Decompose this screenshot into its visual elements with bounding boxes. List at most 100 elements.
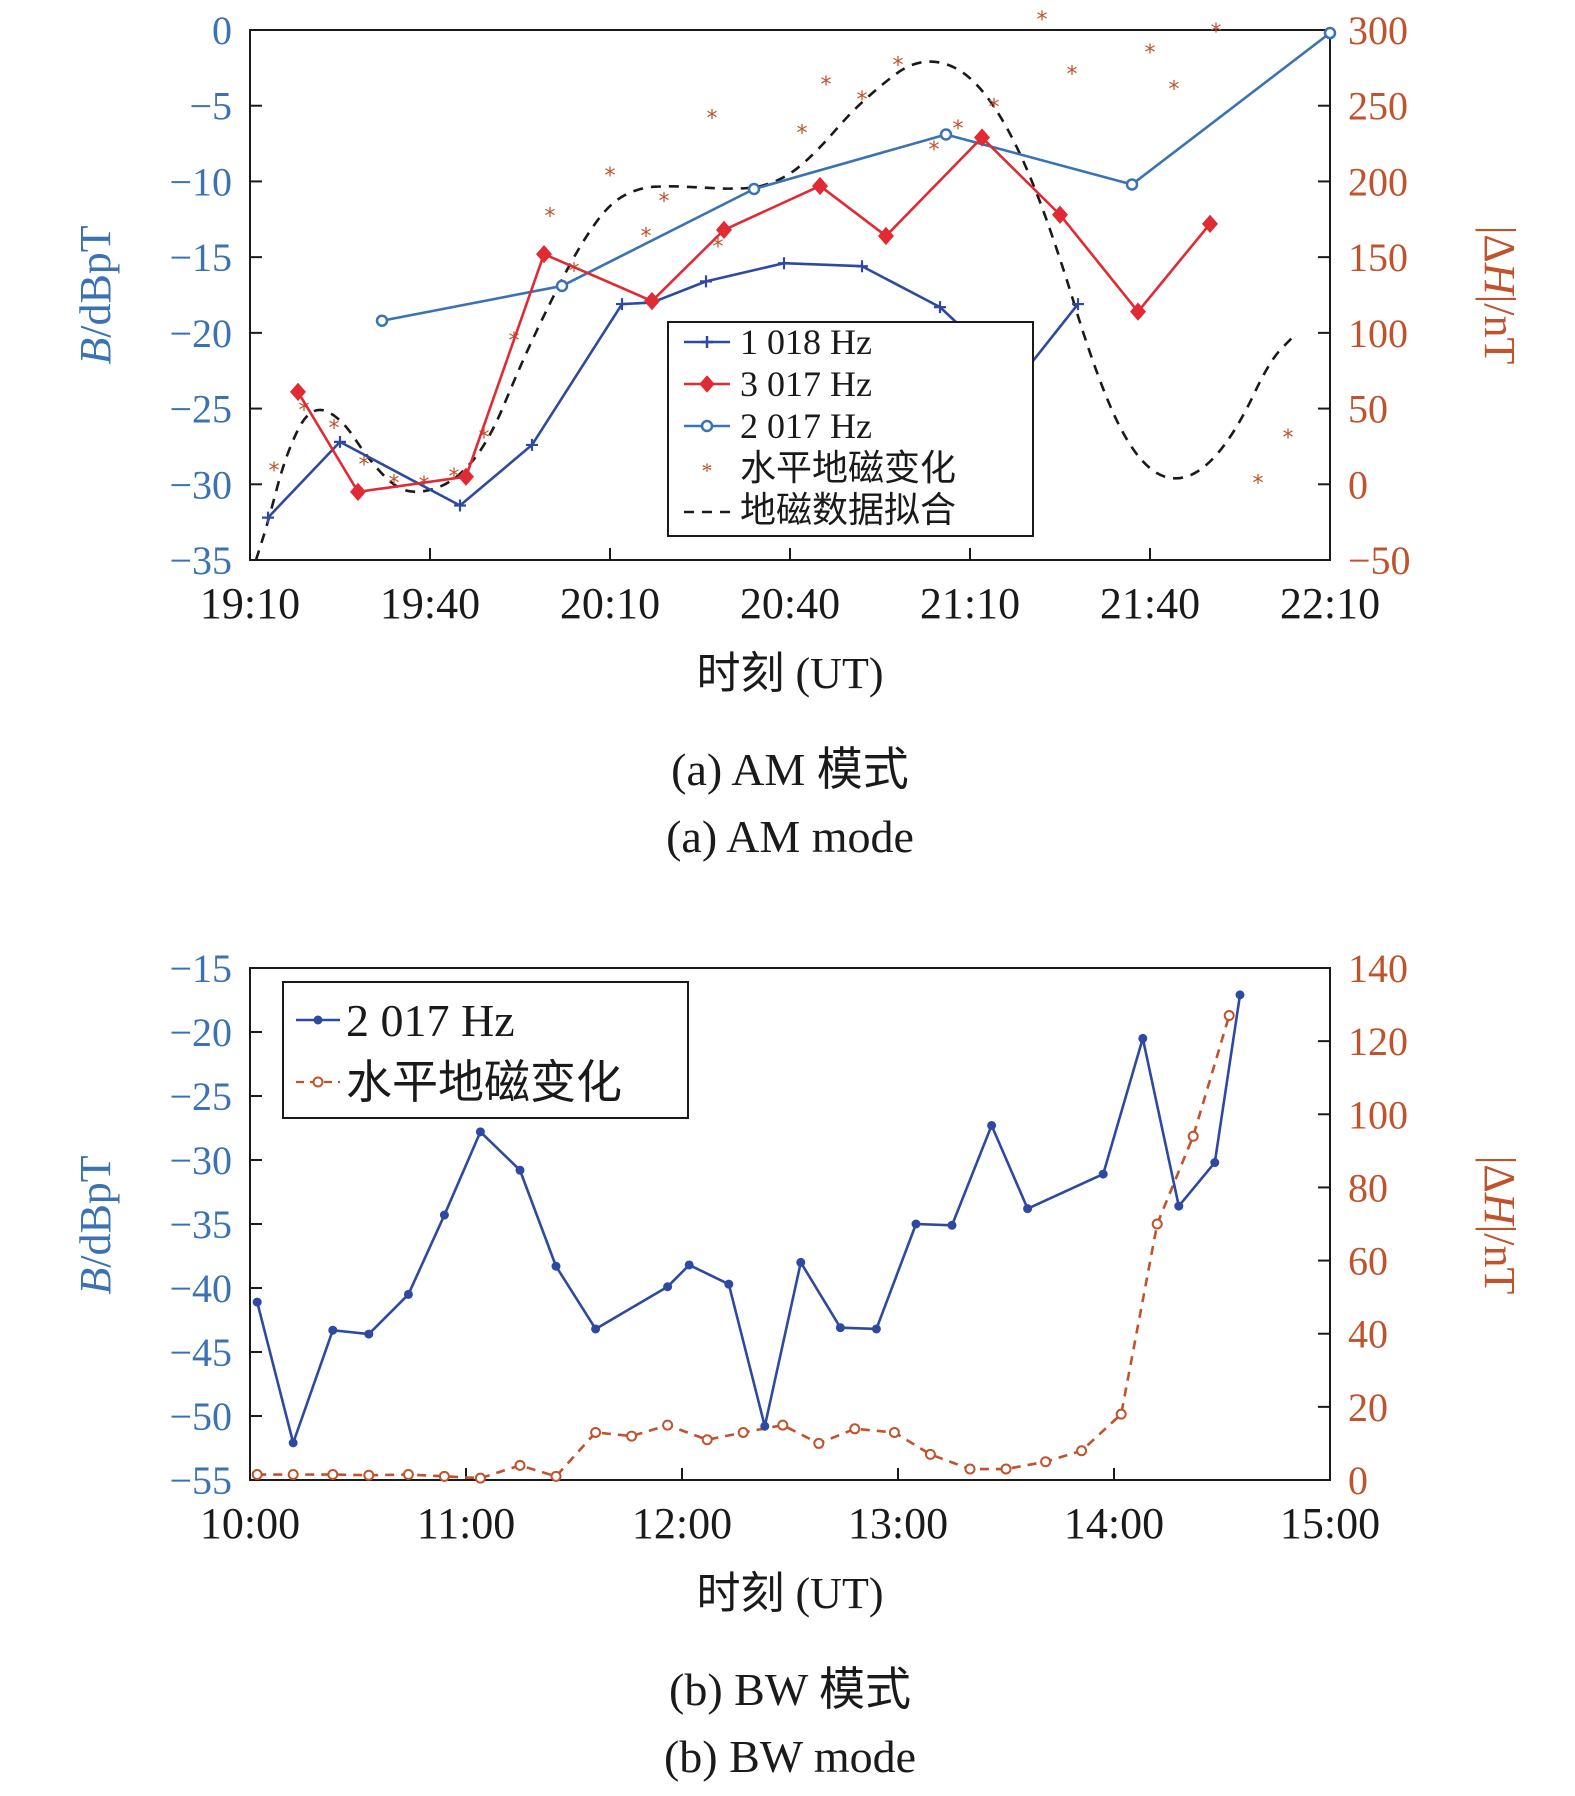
panel-a-3017hz-point [644, 291, 660, 311]
panel-b-right-axis-title-unit: |/nT [1475, 1224, 1524, 1294]
panel-a-geomag-point: * [359, 453, 370, 478]
panel-b-2017hz-point [1174, 1201, 1184, 1211]
legend-label-3017: 3 017 Hz [740, 364, 872, 404]
panel-b-geomag-point [550, 1470, 562, 1482]
a-right-tick-label: 50 [1348, 387, 1388, 432]
panel-b-2017hz-point [475, 1127, 485, 1137]
panel-b-geomag-point [849, 1423, 861, 1435]
a-right-tick-label: −50 [1348, 538, 1411, 583]
panel-b-2017hz-point [1210, 1158, 1220, 1168]
panel-a-3017hz-point [1202, 214, 1218, 233]
panel-a-geomag-point: * [1253, 471, 1264, 496]
b-left-tick-label: −30 [169, 1138, 232, 1183]
panel-b-geomag-point [474, 1472, 486, 1484]
a-left-tick-label: −15 [169, 235, 232, 280]
panel-b-geomag-point [251, 1469, 263, 1481]
panel-a-caption-en: (a) AM mode [666, 811, 914, 862]
panel-a-geomag-point: * [605, 164, 616, 189]
panel-b-geomag-point [402, 1469, 414, 1481]
b-x-tick-label: 10:00 [200, 1499, 300, 1548]
panel-b-2017hz-point [947, 1220, 957, 1230]
panel-b-2017hz-point [684, 1260, 694, 1270]
panel-b-geomag-point [626, 1430, 638, 1442]
panel-a-geomag-point: * [329, 417, 340, 442]
panel-a-geomag-point: * [929, 138, 940, 163]
panel-a-geomag-point: * [893, 53, 904, 78]
panel-b-geomag-point [590, 1426, 602, 1438]
panel-a-3017hz-point [1130, 302, 1146, 321]
panel-a-2017hz-point [1323, 26, 1337, 40]
b-right-tick-label: 40 [1348, 1312, 1388, 1357]
panel-a-3017hz-line [296, 136, 1212, 494]
b-left-tick-label: −20 [169, 1010, 232, 1055]
b-left-tick-label: −55 [169, 1458, 232, 1503]
panel-b-geomag-point [1223, 1010, 1235, 1022]
panel-a-legend: 1 018 Hz 3 017 Hz 2 017 Hz * 水平地磁变化 地磁数据… [667, 321, 1034, 537]
panel-a-geomag-point: * [1283, 426, 1294, 451]
panel-a-caption-cn: (a) AM 模式 [671, 744, 909, 795]
panel-a-geomag-point: * [707, 106, 718, 131]
panel-b-bw-mode: −15 −20 −25 −30 −35 −40 −45 −50 −55 140 120 100 80 6… [71, 946, 1524, 1782]
panel-a-geomag-point: * [1169, 78, 1180, 103]
panel-a-geomag-point: * [1211, 20, 1222, 45]
a-x-tick-label: 22:10 [1280, 579, 1380, 628]
panel-a-geomag-point: * [389, 471, 400, 496]
panel-b-x-axis-title: 时刻 (UT) [697, 1569, 884, 1618]
panel-b-legend-box [282, 981, 689, 1119]
a-right-tick-label: 0 [1348, 462, 1368, 507]
panel-b-left-axis-title-var: B [71, 1268, 120, 1295]
svg-text:*: * [702, 458, 713, 483]
a-left-tick-label: −10 [169, 159, 232, 204]
panel-b-right-axis: 140 120 100 80 60 40 20 0 [1318, 946, 1408, 1503]
legend-label-bw-2017: 2 017 Hz [346, 995, 515, 1046]
panel-b-left-axis: −15 −20 −25 −30 −35 −40 −45 −50 −55 [169, 946, 262, 1503]
panel-a-geomag-point: * [641, 224, 652, 249]
panel-a-geomag-point: * [1145, 41, 1156, 66]
b-right-tick-label: 120 [1348, 1019, 1408, 1064]
panel-b-geomag-point [1115, 1408, 1127, 1420]
panel-a-x-axis-title: 时刻 (UT) [697, 649, 884, 698]
b-left-tick-label: −35 [169, 1202, 232, 1247]
panel-b-geomag-point [1040, 1456, 1052, 1468]
a-x-tick-label: 20:40 [740, 579, 840, 628]
a-right-tick-label: 250 [1348, 84, 1408, 129]
panel-a-geomag-point: * [479, 426, 490, 451]
panel-a-right-axis-title-pre: |Δ [1475, 226, 1524, 263]
panel-a-1018hz-point [778, 257, 790, 270]
a-left-tick-label: −35 [169, 538, 232, 583]
panel-b-geomag-point [1000, 1463, 1012, 1475]
a-left-tick-label: 0 [212, 8, 232, 53]
b-x-tick-label: 13:00 [848, 1499, 948, 1548]
a-left-tick-label: −5 [189, 84, 232, 129]
panel-a-2017hz-point [1125, 178, 1139, 191]
b-right-tick-label: 80 [1348, 1165, 1388, 1210]
panel-b-geomag-point [888, 1426, 900, 1438]
panel-a-legend-box [667, 321, 1034, 537]
panel-a-right-axis-title-var: H [1475, 262, 1524, 297]
b-right-tick-label: 20 [1348, 1385, 1388, 1430]
a-left-tick-label: −30 [169, 462, 232, 507]
panel-a-geomag-point: * [857, 88, 868, 113]
a-right-tick-label: 150 [1348, 235, 1408, 280]
panel-a-right-axis-title: |ΔH|/nT [1475, 226, 1524, 365]
panel-a-1018hz-point [856, 260, 868, 273]
panel-b-2017hz-point [1235, 990, 1245, 1000]
legend-label-1018: 1 018 Hz [740, 322, 872, 362]
legend-label-fit: 地磁数据拟合 [740, 490, 956, 530]
panel-a-geomag-point: * [1037, 8, 1048, 33]
panel-a-x-axis: 19:10 19:40 20:10 20:40 21:10 21:40 22:10 [200, 548, 1380, 628]
panel-a-geomag-point: * [1067, 62, 1078, 87]
panel-b-geomag-point [924, 1448, 936, 1460]
panel-a-1018hz-point [616, 298, 628, 311]
panel-b-geomag-point [964, 1463, 976, 1475]
panel-a-3017hz-point [290, 382, 306, 402]
panel-b-2017hz-point [663, 1282, 673, 1292]
panel-b-2017hz-point [796, 1257, 806, 1267]
legend-label-geomag: 水平地磁变化 [740, 448, 956, 488]
panel-b-data-marks [251, 990, 1245, 1484]
legend-entry-fit: 地磁数据拟合 [684, 490, 956, 530]
panel-a-1018hz-point [934, 301, 946, 314]
a-x-tick-label: 19:40 [380, 579, 480, 628]
legend-entry-bw-2017: 2 017 Hz [296, 995, 515, 1046]
panel-b-geomag-point [737, 1426, 749, 1438]
